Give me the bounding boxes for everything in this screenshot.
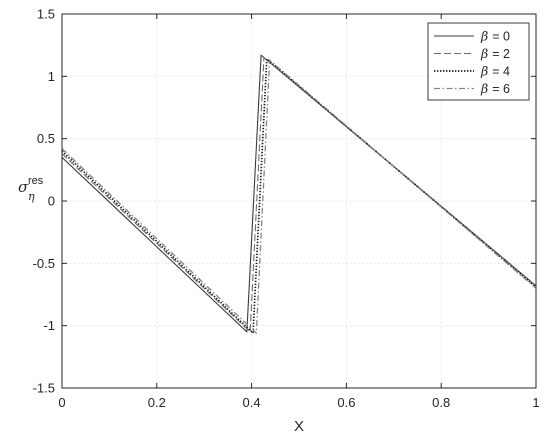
series-group [61,54,537,334]
svg-text:σ: σ [18,178,29,196]
svg-text:res: res [28,175,44,187]
y-tick-label: 0 [48,194,55,209]
x-tick-label: 0.8 [432,395,450,410]
legend-label-value: = 6 [492,82,510,96]
legend: β = 0 β = 2 β = 4 β = 6 [427,22,530,101]
legend-label: β = 4 [480,64,510,79]
grid [62,14,536,388]
legend-label-symbol: β [480,81,488,96]
y-tick-label: 0.5 [37,131,55,146]
x-tick-label: 0.6 [337,395,355,410]
x-tick-label: 1 [532,395,539,410]
legend-label-value: = 0 [492,30,510,44]
x-tick-label: 0 [58,395,65,410]
svg-text:η: η [28,190,35,203]
legend-label-symbol: β [480,29,488,44]
x-axis-tick-labels: 0 0.2 0.4 0.6 0.8 1 [58,395,539,410]
x-axis-label: X [294,418,304,435]
legend-label-symbol: β [480,64,488,79]
legend-label-value: = 2 [492,47,510,61]
y-tick-label: -1 [43,318,55,333]
legend-label: β = 6 [480,81,510,96]
y-tick-label: 1.5 [37,7,55,22]
y-axis-tick-labels: -1.5 -1 -0.5 0 0.5 1 1.5 [33,7,55,396]
legend-label: β = 0 [480,29,510,44]
series-line [61,59,537,334]
legend-label: β = 2 [480,46,510,61]
y-axis-label: σ res η [18,175,44,203]
legend-label-symbol: β [480,46,488,61]
y-axis-label-subscript: η [28,190,35,203]
y-axis-label-symbol: σ [18,178,29,196]
legend-label-value: = 4 [492,65,510,79]
y-axis-label-superscript: res [28,175,44,187]
x-tick-label: 0.2 [148,395,166,410]
y-tick-label: -0.5 [33,256,55,271]
y-tick-label: 1 [48,69,55,84]
axis-ticks [61,13,537,389]
y-tick-label: -1.5 [33,381,55,396]
x-tick-label: 0.4 [243,395,261,410]
